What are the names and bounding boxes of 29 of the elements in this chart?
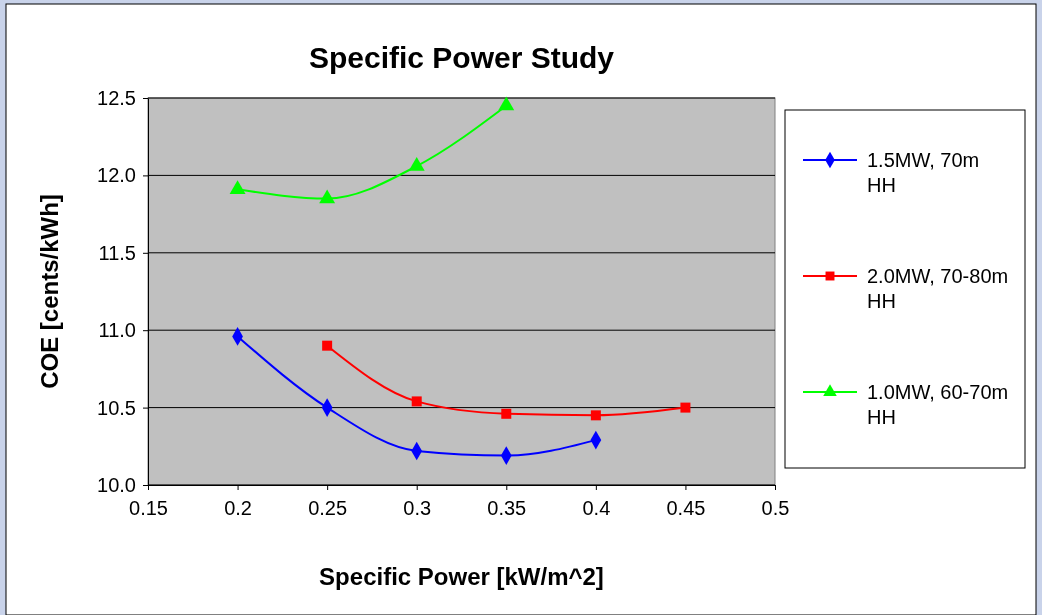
point: [229, 180, 246, 194]
point: [498, 96, 515, 111]
y-tick-label: 10.5: [97, 396, 136, 419]
legend-label: 2.0MW, 70-80m HH: [867, 265, 1009, 312]
x-tick-label: 0.2: [224, 497, 252, 519]
x-axis-title: Specific Power [kW/m^2]: [319, 563, 604, 590]
point: [408, 156, 425, 171]
y-tick-label: 12.0: [97, 164, 136, 187]
x-tick-label: 0.45: [666, 497, 706, 519]
y-axis-title: COE [cents/kWh]: [36, 194, 63, 389]
y-tick-label: 10.0: [97, 473, 136, 496]
x-tick-label: 0.15: [129, 497, 168, 519]
point: [501, 408, 512, 419]
legend-label: 1.5MW, 70m HH: [867, 149, 980, 196]
x-tick-label: 0.4: [582, 497, 611, 519]
chart-title: Specific Power Study: [308, 41, 615, 74]
x-tick-label: 0.3: [403, 497, 432, 519]
y-tick-label: 11.0: [98, 319, 136, 342]
x-tick-label: 0.5: [761, 497, 790, 519]
point: [322, 340, 333, 351]
point: [680, 402, 691, 413]
point: [590, 410, 601, 421]
point: [411, 396, 422, 407]
legend-label: 1.0MW, 60-70m HH: [867, 381, 1009, 428]
y-tick-label: 11.5: [98, 241, 136, 264]
x-tick-label: 0.35: [487, 497, 527, 519]
y-tick-label: 12.5: [97, 86, 136, 109]
x-tick-label: 0.25: [308, 497, 348, 519]
point: [319, 189, 336, 204]
